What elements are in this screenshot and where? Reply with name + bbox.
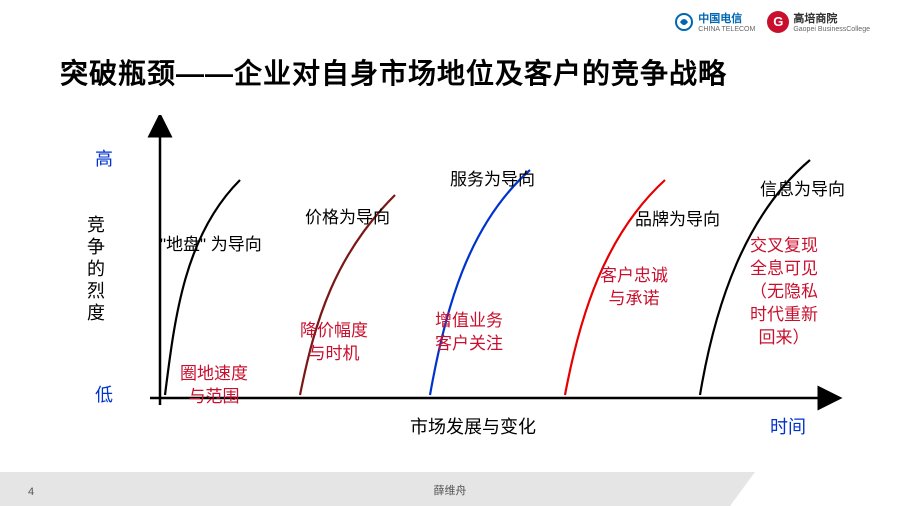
gaopei-logo: G 高培商院 Gaopei BusinessCollege [767, 10, 870, 33]
china-telecom-logo: 中国电信 CHINA TELECOM [674, 10, 755, 33]
ct-sub: CHINA TELECOM [698, 26, 755, 33]
author-name: 薛维舟 [434, 482, 467, 498]
curve-sub-c4: 客户忠诚与承诺 [600, 265, 668, 311]
x-axis-label: 市场发展与变化 [410, 413, 536, 439]
y-label-high: 高 [95, 145, 113, 171]
curve-sub-c3: 增值业务客户关注 [435, 310, 503, 356]
curve-sub-c2: 降价幅度与时机 [300, 320, 368, 366]
curve-label-c5: 信息为导向 [760, 175, 845, 200]
ct-name: 中国电信 [698, 10, 755, 26]
page-number: 4 [28, 486, 34, 498]
chart-area: 高 低 竞争的烈度 市场发展与变化 时间 "地盘" 为导向圈地速度与范围价格为导… [90, 115, 850, 445]
curve-label-c3: 服务为导向 [450, 165, 535, 190]
x-time-label: 时间 [770, 413, 806, 439]
ct-icon [674, 12, 694, 32]
y-label-low: 低 [95, 381, 113, 407]
gp-name: 高培商院 [793, 10, 870, 26]
curve-sub-c1: 圈地速度与范围 [180, 363, 248, 409]
curve-label-c1: "地盘" 为导向 [160, 230, 262, 255]
curve-label-c2: 价格为导向 [305, 203, 390, 228]
slide: 中国电信 CHINA TELECOM G 高培商院 Gaopei Busines… [0, 0, 900, 506]
slide-title: 突破瓶颈——企业对自身市场地位及客户的竞争战略 [60, 52, 727, 92]
curve-label-c4: 品牌为导向 [635, 205, 720, 230]
gp-sub: Gaopei BusinessCollege [793, 26, 870, 33]
curve-c3 [430, 170, 530, 395]
curves [165, 160, 810, 395]
curve-sub-c5: 交叉复现全息可见（无隐私时代重新回来） [750, 235, 818, 350]
footer-cut [730, 472, 900, 506]
logo-bar: 中国电信 CHINA TELECOM G 高培商院 Gaopei Busines… [674, 10, 870, 33]
y-axis-label: 竞争的烈度 [82, 215, 108, 325]
gp-icon: G [767, 11, 789, 33]
